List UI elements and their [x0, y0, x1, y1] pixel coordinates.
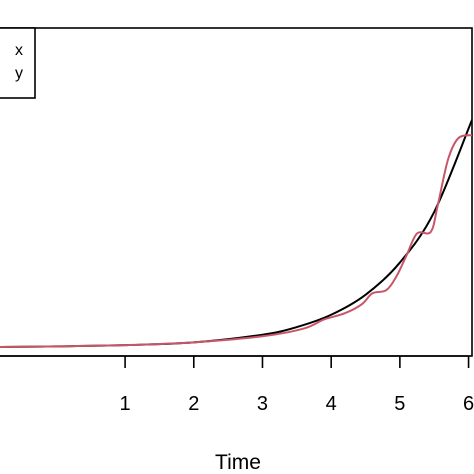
series-line-x — [0, 119, 472, 348]
series-line-y — [0, 134, 472, 348]
x-tick-label: 2 — [188, 393, 199, 415]
x-tick-label: 4 — [326, 393, 337, 415]
x-tick-label: 6 — [463, 393, 474, 415]
legend-entry-x: x — [15, 42, 23, 59]
x-tick-label: 5 — [394, 393, 405, 415]
plot-border — [0, 27, 473, 357]
x-tick-label: 1 — [120, 393, 131, 415]
legend-entry-y: y — [15, 65, 23, 82]
legend-box — [0, 27, 36, 99]
plot-frame — [0, 27, 473, 357]
x-tick-label: 3 — [257, 393, 268, 415]
series-layer — [0, 119, 472, 348]
legend: xy — [0, 27, 36, 99]
x-axis-title: Time — [215, 451, 261, 474]
x-axis: 1 2 3 4 5 6 — [0, 355, 474, 415]
